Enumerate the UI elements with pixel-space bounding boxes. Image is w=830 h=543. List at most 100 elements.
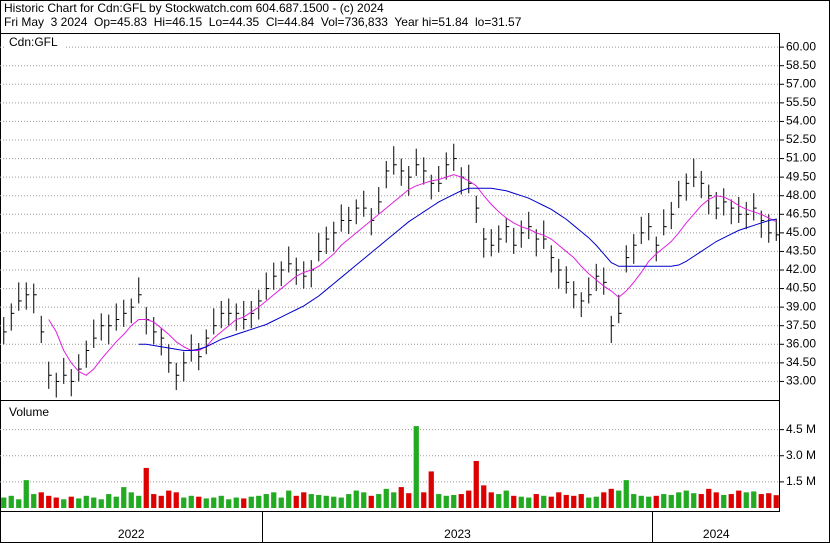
volume-bar — [458, 494, 464, 508]
y-tick-label: 3.0 M — [786, 448, 816, 462]
volume-bar — [181, 497, 187, 508]
volume-bar — [338, 497, 344, 508]
volume-bar — [203, 498, 209, 508]
volume-bar — [383, 488, 389, 508]
volume-bar — [106, 494, 112, 508]
volume-bar — [256, 495, 262, 508]
volume-bar — [578, 494, 584, 508]
volume-bar — [158, 495, 164, 508]
moving-average — [138, 187, 777, 351]
volume-bar — [31, 494, 37, 508]
volume-bar — [526, 497, 532, 508]
volume-bar — [713, 492, 719, 508]
moving-average — [48, 174, 777, 376]
volume-bar — [263, 494, 269, 508]
symbol-label: Cdn:GFL — [9, 35, 58, 49]
volume-bar — [436, 494, 442, 508]
y-tick-label: 43.50 — [786, 244, 816, 258]
volume-bar — [691, 493, 697, 508]
volume-bar — [683, 490, 689, 508]
y-tick-label: 55.50 — [786, 95, 816, 109]
volume-bar — [331, 496, 337, 508]
volume-bar — [346, 494, 352, 508]
volume-bar — [766, 493, 772, 508]
volume-bar — [143, 467, 149, 508]
volume-bar — [556, 492, 562, 508]
y-tick-label: 40.50 — [786, 281, 816, 295]
volume-bar — [76, 498, 82, 508]
y-tick-label: 36.00 — [786, 336, 816, 350]
y-tick-label: 52.50 — [786, 132, 816, 146]
volume-bar — [736, 490, 742, 508]
volume-bar — [293, 495, 299, 508]
y-tick-label: 57.00 — [786, 76, 816, 90]
volume-bar — [488, 492, 494, 508]
volume-bar — [473, 460, 479, 508]
volume-bar — [563, 494, 569, 508]
volume-bar — [196, 496, 202, 508]
volume-bar — [413, 426, 419, 508]
y-tick-label: 42.00 — [786, 262, 816, 276]
y-tick-label: 54.00 — [786, 114, 816, 128]
volume-bar — [548, 496, 554, 508]
volume-bar — [353, 490, 359, 508]
volume-bar — [616, 490, 622, 508]
volume-bar — [211, 497, 217, 508]
y-tick-label: 60.00 — [786, 39, 816, 53]
volume-bar — [376, 494, 382, 508]
volume-bar — [601, 492, 607, 508]
volume-bar — [151, 494, 157, 508]
x-tick-label: 2023 — [444, 527, 471, 541]
volume-bar — [653, 495, 659, 508]
volume-bar — [706, 488, 712, 508]
volume-bar — [68, 496, 74, 508]
y-tick-label: 4.5 M — [786, 422, 816, 436]
volume-bar — [91, 497, 97, 508]
volume-bar — [481, 485, 487, 508]
volume-bar — [586, 497, 592, 508]
x-tick-label: 2024 — [703, 527, 730, 541]
volume-bar — [323, 495, 329, 508]
volume-bar — [698, 494, 704, 508]
volume-bar — [661, 494, 667, 508]
volume-bar — [301, 492, 307, 508]
volume-bar — [173, 492, 179, 508]
volume-bar — [128, 492, 134, 508]
volume-bar — [773, 495, 779, 508]
volume-bar — [631, 494, 637, 508]
y-tick-label: 46.50 — [786, 206, 816, 220]
volume-bar — [623, 480, 629, 508]
volume-bar — [398, 487, 404, 508]
volume-bar — [421, 492, 427, 508]
volume-bar — [233, 497, 239, 508]
y-tick-label: 39.00 — [786, 299, 816, 313]
volume-bar — [676, 492, 682, 508]
y-tick-label: 34.50 — [786, 355, 816, 369]
volume-bar — [511, 495, 517, 508]
volume-bar — [286, 490, 292, 508]
volume-bar — [451, 494, 457, 508]
volume-bar — [166, 490, 172, 508]
volume-bar — [406, 493, 412, 508]
y-tick-label: 48.00 — [786, 188, 816, 202]
y-tick-label: 1.5 M — [786, 474, 816, 488]
volume-bar — [46, 495, 52, 508]
volume-bar — [638, 495, 644, 508]
header-quote: Fri May 3 2024 Op=45.83 Hi=46.15 Lo=44.3… — [4, 15, 522, 29]
volume-bar — [316, 494, 322, 508]
volume-bar — [361, 492, 367, 508]
volume-bar — [136, 495, 142, 508]
y-tick-label: 45.00 — [786, 225, 816, 239]
volume-bar — [593, 496, 599, 508]
volume-bar — [368, 495, 374, 508]
volume-bar — [743, 492, 749, 508]
volume-bar — [278, 497, 284, 508]
volume-bar — [8, 495, 14, 508]
volume-bar — [466, 490, 472, 508]
volume-bar — [721, 494, 727, 508]
volume-bar — [53, 497, 59, 508]
volume-bar — [308, 494, 314, 508]
volume-bar — [1, 497, 7, 508]
symbol-bg — [6, 36, 64, 50]
